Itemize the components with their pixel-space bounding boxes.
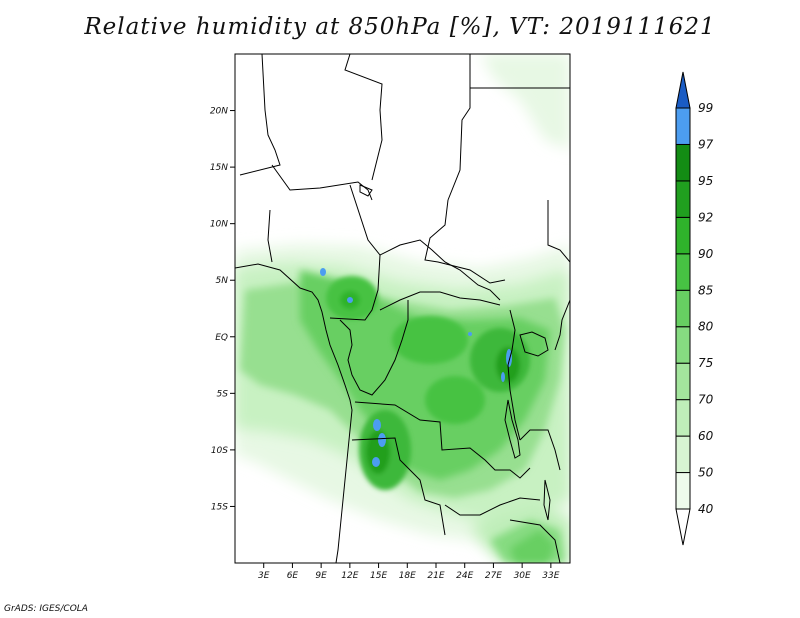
lon-tick-label: 6E bbox=[287, 571, 299, 581]
colorbar-box bbox=[675, 289, 691, 328]
lon-tick-label: 24E bbox=[456, 571, 473, 581]
lake-malawi bbox=[543, 479, 551, 521]
west-africa-coastline bbox=[235, 263, 353, 563]
angola-border bbox=[351, 437, 446, 536]
colorbar-box bbox=[675, 362, 691, 401]
car-south-border bbox=[379, 291, 501, 311]
colorbar-level-label: 99 bbox=[698, 101, 713, 115]
east-africa-coastline bbox=[554, 299, 570, 351]
lon-tick-label: 21E bbox=[427, 571, 444, 581]
lat-tick-label: EQ bbox=[215, 333, 228, 343]
sahara-border-4 bbox=[447, 54, 471, 201]
drc-east-border bbox=[507, 309, 521, 441]
zambia-border bbox=[444, 497, 541, 516]
lat-tick-label: 5N bbox=[216, 276, 229, 286]
chad-sudan-border bbox=[424, 199, 506, 284]
colorbar-level-label: 80 bbox=[698, 320, 714, 334]
grads-credit: GrADS: IGES/COLA bbox=[4, 604, 88, 614]
colorbar-level-label: 60 bbox=[698, 429, 714, 443]
car-border bbox=[379, 239, 501, 301]
ethiopia-border bbox=[547, 200, 570, 263]
sahara-border-3 bbox=[344, 54, 383, 181]
colorbar-level-label: 92 bbox=[698, 210, 713, 224]
cameroon-border bbox=[329, 184, 381, 321]
colorbar-level-label: 40 bbox=[698, 502, 714, 516]
rh-85-region bbox=[300, 270, 550, 480]
colorbar-box bbox=[675, 399, 691, 437]
colorbar-box bbox=[675, 180, 691, 218]
lat-tick-label: 15N bbox=[210, 163, 228, 173]
lon-tick-label: 30E bbox=[514, 571, 531, 581]
colorbar-max-triangle bbox=[675, 71, 691, 109]
colorbar-box bbox=[675, 253, 691, 291]
longitude-axis: 3E 6E 9E 12E 15E 18E 21E 24E 27E 30E 33E bbox=[258, 563, 560, 581]
rh-50-northeast bbox=[480, 54, 570, 150]
lat-tick-label: 10N bbox=[210, 220, 228, 230]
colorbar-level-label: 95 bbox=[698, 174, 713, 188]
nigeria-border bbox=[267, 209, 273, 263]
lat-tick-label: 20N bbox=[210, 107, 228, 117]
lake-chad bbox=[359, 184, 373, 197]
colorbar: 40 50 60 70 75 80 85 90 92 95 97 99 bbox=[675, 71, 714, 546]
colorbar-level-label: 97 bbox=[698, 137, 714, 151]
tanzania-border bbox=[519, 429, 561, 471]
lon-tick-label: 33E bbox=[542, 571, 559, 581]
colorbar-box bbox=[675, 326, 691, 364]
colorbar-box bbox=[675, 472, 691, 510]
lon-tick-label: 3E bbox=[258, 571, 270, 581]
colorbar-box bbox=[675, 216, 691, 255]
colorbar-level-label: 50 bbox=[698, 466, 714, 480]
rh-92-core-angola bbox=[366, 430, 390, 474]
lon-tick-label: 18E bbox=[399, 571, 416, 581]
coastlines-and-borders bbox=[235, 54, 570, 563]
humidity-field bbox=[235, 54, 570, 563]
lon-tick-label: 9E bbox=[315, 571, 327, 581]
lon-tick-label: 27E bbox=[485, 571, 502, 581]
colorbar-box bbox=[675, 107, 691, 145]
lon-tick-label: 12E bbox=[341, 571, 358, 581]
map-frame bbox=[234, 53, 571, 564]
rh-97-patches bbox=[320, 268, 512, 467]
colorbar-min-triangle bbox=[675, 508, 691, 546]
colorbar-level-label: 90 bbox=[698, 247, 714, 261]
lon-tick-label: 15E bbox=[370, 571, 387, 581]
colorbar-level-label: 75 bbox=[698, 356, 713, 370]
lat-tick-label: 5S bbox=[217, 389, 229, 399]
colorbar-box bbox=[675, 435, 691, 474]
rh-90-core-congo-north bbox=[392, 316, 468, 364]
congo-border bbox=[339, 300, 409, 396]
colorbar-box bbox=[675, 143, 691, 182]
drc-south-border bbox=[354, 401, 531, 479]
lake-tanganyika bbox=[504, 399, 521, 459]
map-title: Relative humidity at 850hPa [%], VT: 201… bbox=[84, 14, 716, 40]
sahara-border-2 bbox=[271, 164, 373, 201]
lake-victoria bbox=[519, 331, 549, 357]
lat-tick-label: 10S bbox=[211, 446, 228, 456]
rh-90-core-central bbox=[425, 376, 485, 424]
rh-85-southeast bbox=[510, 530, 555, 563]
colorbar-level-label: 70 bbox=[698, 393, 714, 407]
lat-tick-label: 15S bbox=[211, 502, 228, 512]
mozambique-border bbox=[509, 519, 561, 563]
colorbar-level-label: 85 bbox=[698, 283, 713, 297]
latitude-axis: 20N 15N 10N 5N EQ 5S 10S 15S bbox=[210, 107, 235, 512]
